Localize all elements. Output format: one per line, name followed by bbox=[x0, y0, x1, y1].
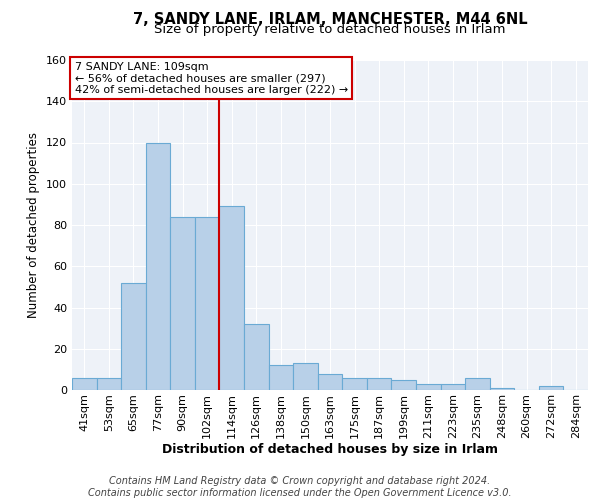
Y-axis label: Number of detached properties: Number of detached properties bbox=[28, 132, 40, 318]
Bar bbox=[146, 142, 170, 390]
Bar bbox=[293, 363, 318, 390]
Bar bbox=[244, 324, 269, 390]
Bar bbox=[318, 374, 342, 390]
Bar bbox=[440, 384, 465, 390]
Bar bbox=[97, 378, 121, 390]
Bar bbox=[220, 206, 244, 390]
Text: 7, SANDY LANE, IRLAM, MANCHESTER, M44 6NL: 7, SANDY LANE, IRLAM, MANCHESTER, M44 6N… bbox=[133, 12, 527, 28]
Text: Size of property relative to detached houses in Irlam: Size of property relative to detached ho… bbox=[154, 22, 506, 36]
Text: 7 SANDY LANE: 109sqm
← 56% of detached houses are smaller (297)
42% of semi-deta: 7 SANDY LANE: 109sqm ← 56% of detached h… bbox=[74, 62, 348, 95]
Bar bbox=[539, 386, 563, 390]
Bar bbox=[269, 365, 293, 390]
Bar bbox=[170, 217, 195, 390]
Bar bbox=[72, 378, 97, 390]
Bar bbox=[416, 384, 440, 390]
Bar bbox=[342, 378, 367, 390]
Bar bbox=[465, 378, 490, 390]
Bar bbox=[121, 283, 146, 390]
X-axis label: Distribution of detached houses by size in Irlam: Distribution of detached houses by size … bbox=[162, 444, 498, 456]
Bar bbox=[391, 380, 416, 390]
Bar bbox=[195, 217, 220, 390]
Bar bbox=[367, 378, 391, 390]
Text: Contains HM Land Registry data © Crown copyright and database right 2024.
Contai: Contains HM Land Registry data © Crown c… bbox=[88, 476, 512, 498]
Bar bbox=[490, 388, 514, 390]
